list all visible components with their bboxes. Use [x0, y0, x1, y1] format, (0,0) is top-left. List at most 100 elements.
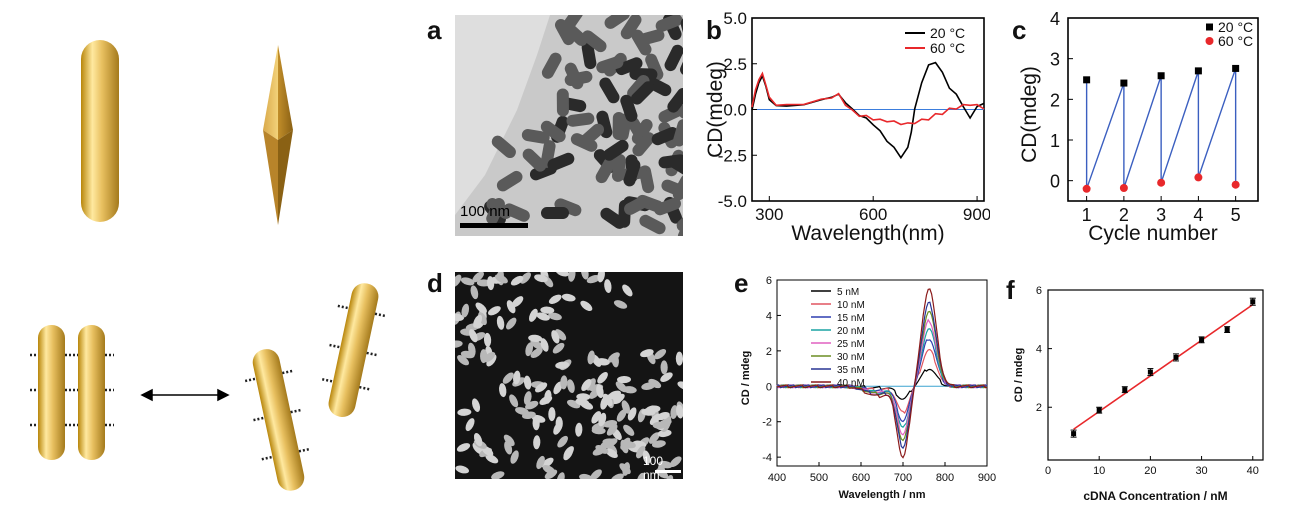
panel-label-b: b — [706, 15, 722, 45]
nanorod-particle — [503, 203, 530, 222]
bipyramid-particle — [502, 372, 514, 384]
bipyramid-particle — [548, 294, 562, 304]
series-line-5 — [776, 318, 988, 436]
bipyramid-particle — [455, 313, 465, 321]
bipyramid-particle — [567, 379, 575, 394]
bipyramid-particle — [670, 405, 678, 420]
data-point — [1224, 327, 1230, 333]
bipyramid-particle — [607, 390, 622, 400]
series-line-2 — [751, 71, 985, 126]
nanorod-particle — [611, 154, 626, 182]
y-tick-label: 2.5 — [723, 55, 747, 74]
x-tick-label: 400 — [768, 472, 786, 484]
nanorod-particle — [620, 94, 638, 122]
data-point — [1199, 337, 1205, 343]
bipyramid-particle — [548, 407, 556, 422]
nanorod-body — [522, 148, 547, 172]
bipyramid-particle — [676, 404, 683, 419]
legend-label: 20 nM — [837, 326, 865, 337]
nanorod-body — [672, 174, 683, 201]
nanorod-particle — [554, 18, 575, 46]
reversible-arrow — [140, 388, 230, 402]
bipyramid-particle — [677, 381, 683, 390]
bipyramid-particle — [548, 312, 562, 321]
x-tick-label: 300 — [755, 205, 783, 224]
bipyramid-particle — [473, 432, 483, 447]
data-point — [1250, 299, 1256, 305]
bipyramid-particle — [555, 361, 570, 369]
tem-micrograph: 100 nm — [455, 15, 683, 236]
nanorod-particle — [595, 157, 616, 184]
bipyramid-particle — [658, 460, 673, 469]
nanorod-particle — [566, 112, 595, 127]
nanorod-body — [596, 56, 624, 74]
bipyramid-particle — [563, 446, 574, 459]
bipyramid-particle — [532, 416, 540, 431]
bipyramid-particle — [560, 375, 568, 390]
nanorod-body — [595, 157, 616, 184]
nanorod-body — [541, 52, 562, 79]
plot-frame — [1047, 289, 1264, 461]
nanorod-particle — [629, 67, 658, 81]
nanorod-body — [556, 88, 569, 117]
gold-nanorod — [81, 40, 119, 222]
bipyramid-particle — [520, 272, 531, 284]
nanorod-particle — [540, 120, 566, 143]
bipyramid-particle — [654, 349, 667, 360]
scalebar-bar — [460, 223, 528, 228]
legend-label: 60 °C — [1218, 33, 1253, 49]
bipyramid-particle — [529, 308, 538, 322]
bipyramid-particle — [540, 306, 555, 314]
bipyramid-particle — [616, 375, 631, 384]
y-tick-label: 2 — [1036, 402, 1042, 414]
nanorod-body — [667, 87, 683, 113]
nanorod-body — [579, 123, 605, 147]
bipyramid-particle — [622, 440, 636, 449]
bipyramid-particle — [473, 314, 483, 328]
bipyramid-particle — [635, 445, 646, 459]
bipyramid-particle — [581, 379, 592, 392]
bipyramid-particle — [525, 342, 534, 357]
bipyramid-particle — [576, 393, 591, 401]
bipyramid-particle — [511, 296, 524, 308]
nanorod-particle — [579, 123, 605, 147]
x-axis-label: Wavelength(nm) — [791, 222, 944, 245]
bipyramid-particle — [535, 382, 548, 393]
data-point — [1071, 431, 1077, 437]
y-tick-label: 2 — [766, 346, 772, 358]
bipyramid-particle — [595, 444, 609, 454]
nanorod-particle — [561, 15, 584, 33]
x-tick-label: 800 — [936, 472, 954, 484]
nanorod-body — [604, 15, 630, 29]
bipyramid-particle — [619, 463, 631, 475]
nanorod-body — [554, 18, 575, 46]
legend-label: 25 nM — [837, 339, 865, 350]
bipyramid-particle — [530, 347, 543, 358]
nanorod-body — [677, 215, 683, 236]
bipyramid-particle — [510, 450, 519, 464]
legend-swatch — [1206, 23, 1213, 31]
nanorod-particle — [521, 129, 550, 144]
gold-bipyramid — [263, 45, 293, 225]
nanorod-particle — [631, 119, 653, 145]
bipyramid-particle — [597, 272, 605, 283]
point-60C — [1119, 183, 1128, 192]
bipyramid-particle — [495, 274, 508, 284]
y-tick-label: 6 — [766, 275, 772, 287]
nanorod-particle — [496, 170, 523, 192]
fit-line — [1073, 303, 1254, 430]
nanorod-body — [581, 30, 607, 53]
x-tick-label: 700 — [894, 472, 912, 484]
bipyramid-particle — [456, 443, 471, 452]
bipyramid-particle — [468, 329, 478, 343]
x-tick-label: 20 — [1144, 465, 1156, 477]
panel-label-f: f — [1006, 275, 1015, 305]
x-tick-label: 1 — [1082, 205, 1092, 225]
bipyramid-particle — [522, 411, 536, 420]
nanorod-body — [620, 94, 638, 122]
nanorod-particle — [540, 206, 569, 220]
bipyramid-particle — [510, 275, 524, 286]
nanorod-particle — [655, 15, 683, 32]
bipyramid-particle — [586, 275, 601, 284]
x-tick-label: 900 — [978, 472, 996, 484]
